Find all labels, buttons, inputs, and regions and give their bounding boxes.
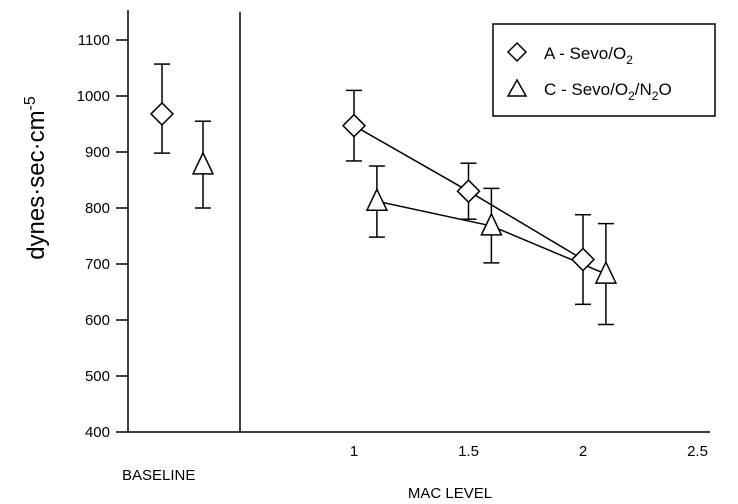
x-tick-label: 2.5 <box>687 443 708 460</box>
x-tick-label: 1.5 <box>458 443 479 460</box>
y-tick-label: 1100 <box>78 32 110 49</box>
x-axis-label: MAC LEVEL <box>408 485 492 502</box>
y-tick-label: 400 <box>85 424 110 441</box>
legend-label-a: A - Sevo/O2 <box>544 44 633 67</box>
legend-diamond-icon <box>506 41 528 63</box>
baseline-label: BASELINE <box>122 467 195 484</box>
x-ticks: 1 1.5 2 2.5 <box>350 443 708 460</box>
y-tick-label: 600 <box>85 312 110 329</box>
triangle-data-marker <box>365 187 389 212</box>
y-axis-label: dynes·sec·cm-5 <box>22 96 50 260</box>
legend: A - Sevo/O2 C - Sevo/O2/N2O <box>492 23 716 117</box>
y-ticks: 1100 1000 900 800 700 600 500 400 <box>77 32 128 441</box>
triangle-baseline-marker <box>191 151 215 175</box>
triangle-data-marker <box>480 212 503 236</box>
x-tick-label: 2 <box>579 443 587 460</box>
diamond-baseline-marker <box>149 101 175 126</box>
triangle-data-marker <box>594 260 618 284</box>
series-lines <box>353 125 607 275</box>
diamond-data-marker <box>341 113 367 138</box>
diamond-data-marker <box>570 247 596 272</box>
y-tick-label: 500 <box>85 368 110 385</box>
legend-label-c: C - Sevo/O2/N2O <box>544 80 672 103</box>
y-tick-label: 800 <box>85 200 110 217</box>
y-tick-label: 900 <box>85 144 110 161</box>
x-tick-label: 1 <box>350 443 358 460</box>
diamond-data-marker <box>456 179 481 204</box>
legend-box <box>492 23 716 117</box>
y-tick-label: 700 <box>85 256 110 273</box>
legend-triangle-icon <box>506 78 528 97</box>
y-axis-label-sup: -5 <box>22 96 39 110</box>
data-markers <box>149 101 618 284</box>
y-tick-label: 1000 <box>77 88 110 105</box>
